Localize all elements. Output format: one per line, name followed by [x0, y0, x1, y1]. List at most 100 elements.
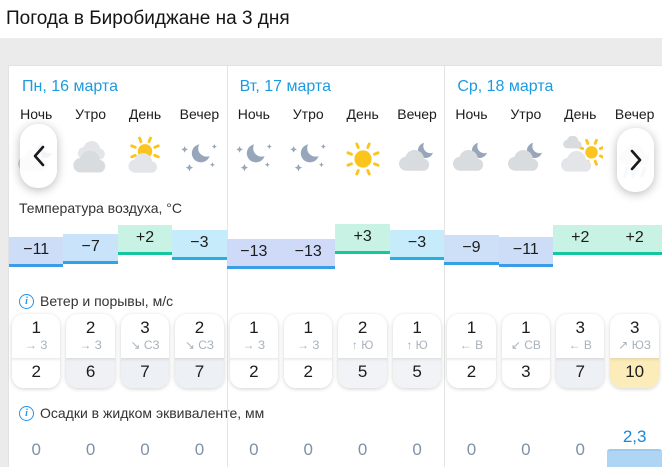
forecast-widget: Пн, 16 марта Вт, 17 марта Ср, 18 марта Н… — [8, 65, 662, 467]
temp-cell: −13 — [226, 239, 282, 270]
wind-arrow-icon: ← — [459, 338, 472, 352]
wind-arrow-icon: ← — [568, 338, 581, 352]
wind-arrow-icon: ↘ — [130, 338, 141, 352]
day-link-wed[interactable]: Ср, 18 марта — [457, 78, 554, 95]
temp-cell: −11 — [498, 237, 554, 268]
gust-value: 5 — [392, 358, 442, 388]
part-header-night: Ночь — [237, 106, 270, 122]
temp-cell: +2 — [553, 224, 608, 255]
precip-bar — [607, 449, 662, 467]
wind-direction: ↑ Ю — [351, 338, 374, 352]
precip-value: 0 — [357, 440, 368, 459]
gust-value: 2 — [284, 358, 333, 388]
wind-direction: ↗ ЮЗ — [618, 338, 652, 352]
precip-cell: 0 — [499, 426, 553, 467]
wind-speed: 3 — [140, 318, 150, 337]
wind-direction: → З — [242, 338, 266, 352]
wind-direction: → З — [24, 338, 48, 352]
precip-value: 0 — [31, 440, 41, 459]
wind-section-label: i Ветер и порывы, м/с — [9, 288, 662, 314]
wind-speed: 1 — [31, 318, 41, 337]
info-icon[interactable]: i — [19, 293, 34, 309]
wind-direction: ↘ СЗ — [130, 338, 160, 352]
part-header-morning: Утро — [510, 106, 542, 122]
gust-value: 3 — [501, 358, 551, 388]
wind-arrow-icon: ↘ — [184, 338, 195, 352]
wind-card: 1 → З 2 — [229, 314, 279, 388]
gust-value: 7 — [120, 358, 170, 388]
cloud-moon-icon — [444, 130, 498, 188]
page-background-gap — [0, 38, 662, 65]
temp-cell: +3 — [335, 224, 390, 254]
wind-card: 3 ← В 7 — [556, 314, 605, 388]
part-header-day: День — [564, 106, 597, 122]
precip-value: 0 — [249, 440, 259, 459]
prev-arrow-button[interactable] — [20, 124, 57, 188]
wind-arrow-icon: → — [242, 338, 255, 352]
gust-value: 7 — [556, 358, 605, 388]
temp-cell: −11 — [9, 237, 64, 268]
wind-card: 1 ↑ Ю 5 — [392, 314, 442, 388]
temp-cell: +2 — [607, 224, 662, 255]
wind-card: 3 ↗ ЮЗ 10 — [610, 314, 659, 388]
precip-value: 0 — [140, 440, 150, 459]
wind-card: 1 → З 2 — [12, 314, 61, 388]
temperature-step-chart: −11 −7 +2 −3 −13 −13 +3 −3 −9 −11 +2 +2 — [9, 220, 662, 272]
precip-cell: 2,3 — [607, 426, 662, 467]
precip-value: 2,3 — [622, 427, 647, 447]
temp-cell: −9 — [444, 235, 499, 266]
temp-cell: −3 — [172, 229, 227, 260]
temp-cell: −3 — [389, 229, 445, 260]
wind-direction: → З — [79, 338, 102, 352]
part-header-day: День — [128, 106, 162, 122]
temp-cell: +2 — [117, 224, 173, 255]
wind-label: Ветер и порывы, м/с — [40, 293, 174, 309]
part-header-evening: Вечер — [614, 106, 655, 122]
wind-arrow-icon: → — [79, 338, 92, 352]
precip-cell: 0 — [9, 426, 63, 467]
info-icon[interactable]: i — [19, 405, 34, 421]
gust-value: 6 — [66, 358, 115, 388]
precip-value: 0 — [466, 440, 477, 459]
part-header-day: День — [346, 106, 379, 122]
wind-speed: 2 — [357, 318, 368, 337]
precip-row: 0 0 0 0 0 0 0 0 0 0 0 2,3 — [9, 426, 662, 467]
precip-cell: 0 — [118, 426, 172, 467]
day-titles-row: Пн, 16 марта Вт, 17 марта Ср, 18 марта — [9, 66, 662, 106]
precip-cell: 0 — [227, 426, 281, 467]
precip-value: 0 — [194, 440, 205, 459]
wind-arrow-icon: ↙ — [510, 338, 521, 352]
sun-icon — [335, 130, 389, 188]
wind-direction: ↑ Ю — [406, 338, 428, 352]
wind-direction: ↘ СЗ — [184, 338, 215, 352]
temperature-label: Температура воздуха, °C — [19, 200, 182, 216]
precip-cell: 0 — [444, 426, 498, 467]
wind-arrow-icon: → — [296, 338, 309, 352]
wind-card: 1 ↙ СВ 3 — [501, 314, 551, 388]
next-arrow-button[interactable] — [617, 128, 654, 192]
wind-card: 2 ↘ СЗ 7 — [175, 314, 224, 388]
wind-speed: 2 — [85, 318, 96, 337]
moon-stars-icon — [227, 130, 281, 188]
moon-stars-icon — [172, 130, 226, 188]
cloud-moon-icon — [390, 130, 444, 188]
gust-value: 7 — [175, 358, 224, 388]
wind-direction: ↙ СВ — [510, 338, 541, 352]
precip-cell: 0 — [63, 426, 117, 467]
precip-cell: 0 — [335, 426, 389, 467]
sun-cloud-icon — [118, 130, 172, 188]
cloud-sun-icon — [553, 130, 607, 188]
wind-card: 2 ↑ Ю 5 — [338, 314, 387, 388]
clouds-icon — [63, 130, 117, 188]
day-link-tue[interactable]: Вт, 17 марта — [239, 78, 331, 95]
wind-speed: 2 — [194, 318, 205, 337]
page-title: Погода в Биробиджане на 3 дня — [6, 8, 290, 29]
precip-value: 0 — [412, 440, 422, 459]
day-link-mon[interactable]: Пн, 16 марта — [22, 78, 118, 95]
wind-card: 1 → З 2 — [284, 314, 333, 388]
title-bar: Погода в Биробиджане на 3 дня — [0, 0, 662, 38]
precip-cell: 0 — [553, 426, 607, 467]
wind-card: 3 ↘ СЗ 7 — [120, 314, 170, 388]
gust-value: 2 — [12, 358, 61, 388]
part-header-night: Ночь — [20, 106, 53, 122]
